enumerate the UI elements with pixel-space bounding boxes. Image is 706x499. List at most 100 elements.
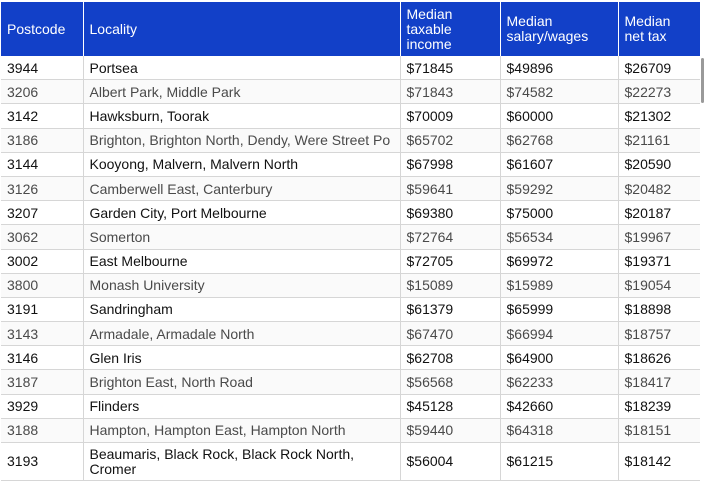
header-line: salary/wages [506, 28, 589, 44]
cell-median-net-tax: $18898 [618, 297, 700, 323]
cell-median-taxable-income: $45128 [400, 394, 501, 419]
column-header-median-taxable-income[interactable]: Median taxable income [400, 2, 501, 56]
cell-median-net-tax: $21161 [618, 128, 700, 153]
cell-postcode: 3206 [1, 79, 84, 105]
header-line: taxable [406, 20, 452, 37]
cell-locality: Portsea [83, 56, 401, 81]
cell-median-salary-wages: $69972 [500, 249, 619, 274]
cell-locality: Armadale, Armadale North [83, 321, 401, 347]
cell-median-taxable-income: $56004 [400, 442, 501, 481]
cell-postcode: 3944 [1, 56, 84, 81]
cell-median-salary-wages: $62768 [500, 128, 619, 153]
postcode-tax-table-container: Postcode Locality Median taxable income … [1, 2, 700, 481]
cell-postcode: 3062 [1, 224, 84, 250]
cell-median-salary-wages: $60000 [500, 103, 619, 129]
cell-median-net-tax: $18151 [618, 418, 700, 444]
cell-median-taxable-income: $71843 [400, 79, 501, 105]
cell-locality: Hampton, Hampton East, Hampton North [83, 418, 401, 444]
cell-median-net-tax: $18142 [618, 442, 700, 481]
table-header: Postcode Locality Median taxable income … [1, 2, 700, 56]
cell-median-net-tax: $20482 [618, 176, 700, 202]
cell-locality: East Melbourne [83, 249, 401, 274]
cell-postcode: 3144 [1, 152, 84, 177]
header-line: income [406, 35, 452, 52]
cell-postcode: 3187 [1, 369, 84, 395]
cell-postcode: 3142 [1, 103, 84, 129]
cell-median-net-tax: $19054 [618, 273, 700, 298]
cell-postcode: 3126 [1, 176, 84, 202]
header-line: net tax [624, 28, 667, 44]
cell-locality: Garden City, Port Melbourne [83, 200, 401, 226]
table-row[interactable]: 3206 Albert Park, Middle Park $71843 $74582… [1, 79, 700, 105]
cell-median-salary-wages: $49896 [500, 56, 619, 81]
cell-median-salary-wages: $74582 [500, 79, 619, 105]
cell-postcode: 3207 [1, 200, 84, 226]
cell-locality: Brighton East, North Road [83, 369, 401, 395]
cell-locality: Monash University [83, 273, 401, 298]
cell-median-net-tax: $20187 [618, 200, 700, 226]
table-body: 3944 Portsea $71845 $49896 $26709 3206 Albert … [1, 56, 700, 481]
column-header-median-salary-wages[interactable]: Median salary/wages [500, 2, 619, 56]
cell-postcode: 3186 [1, 128, 84, 153]
header-line: Median [506, 13, 553, 29]
cell-median-salary-wages: $59292 [500, 176, 619, 202]
cell-locality: Hawksburn, Toorak [83, 103, 401, 129]
table-row[interactable]: 3191 Sandringham $61379 $65999 $18898 [1, 297, 700, 323]
cell-locality: Flinders [83, 394, 401, 419]
cell-median-net-tax: $19371 [618, 249, 700, 274]
column-header-median-net-tax[interactable]: Median net tax [618, 2, 700, 56]
cell-median-salary-wages: $56534 [500, 224, 619, 250]
cell-median-taxable-income: $69380 [400, 200, 501, 226]
cell-locality: Brighton, Brighton North, Dendy, Were St… [83, 128, 401, 153]
table-row[interactable]: 3142 Hawksburn, Toorak $70009 $60000 $21302 [1, 103, 700, 129]
cell-median-net-tax: $18626 [618, 345, 700, 371]
cell-postcode: 3146 [1, 345, 84, 371]
cell-median-salary-wages: $64318 [500, 418, 619, 444]
table-row[interactable]: 3944 Portsea $71845 $49896 $26709 [1, 56, 700, 81]
table-row[interactable]: 3126 Camberwell East, Canterbury $59641 $59… [1, 176, 700, 202]
cell-median-salary-wages: $62233 [500, 369, 619, 395]
cell-locality: Albert Park, Middle Park [83, 79, 401, 105]
table-row[interactable]: 3800 Monash University $15089 $15989 $19054 [1, 273, 700, 298]
table-row[interactable]: 3146 Glen Iris $62708 $64900 $18626 [1, 345, 700, 371]
table-row[interactable]: 3929 Flinders $45128 $42660 $18239 [1, 394, 700, 419]
cell-postcode: 3191 [1, 297, 84, 323]
cell-postcode: 3002 [1, 249, 84, 274]
vertical-scrollbar[interactable] [701, 58, 704, 103]
cell-locality: Glen Iris [83, 345, 401, 371]
cell-postcode: 3929 [1, 394, 84, 419]
cell-median-taxable-income: $56568 [400, 369, 501, 395]
column-header-postcode[interactable]: Postcode [1, 2, 84, 56]
cell-locality: Somerton [83, 224, 401, 250]
cell-median-salary-wages: $61607 [500, 152, 619, 177]
table-row[interactable]: 3207 Garden City, Port Melbourne $69380 $75… [1, 200, 700, 226]
cell-median-salary-wages: $42660 [500, 394, 619, 419]
cell-median-net-tax: $18239 [618, 394, 700, 419]
table-row[interactable]: 3186 Brighton, Brighton North, Dendy, Wer… [1, 128, 700, 153]
cell-median-net-tax: $18417 [618, 369, 700, 395]
cell-median-net-tax: $20590 [618, 152, 700, 177]
cell-median-salary-wages: $61215 [500, 442, 619, 481]
cell-locality: Camberwell East, Canterbury [83, 176, 401, 202]
cell-median-net-tax: $21302 [618, 103, 700, 129]
cell-median-salary-wages: $65999 [500, 297, 619, 323]
table-row[interactable]: 3193 Beaumaris, Black Rock, Black Rock No… [1, 442, 700, 481]
cell-median-net-tax: $26709 [618, 56, 700, 81]
table-row[interactable]: 3143 Armadale, Armadale North $67470 $66994… [1, 321, 700, 347]
cell-median-taxable-income: $62708 [400, 345, 501, 371]
cell-postcode: 3143 [1, 321, 84, 347]
table-row[interactable]: 3002 East Melbourne $72705 $69972 $19371 [1, 249, 700, 274]
cell-locality: Beaumaris, Black Rock, Black Rock North,… [83, 442, 401, 481]
cell-locality: Kooyong, Malvern, Malvern North [83, 152, 401, 177]
cell-median-taxable-income: $71845 [400, 56, 501, 81]
header-row: Postcode Locality Median taxable income … [1, 2, 700, 56]
table-row[interactable]: 3187 Brighton East, North Road $56568 $6223… [1, 369, 700, 395]
column-header-locality[interactable]: Locality [83, 2, 401, 56]
table-row[interactable]: 3144 Kooyong, Malvern, Malvern North $6799… [1, 152, 700, 177]
header-line: Median [624, 13, 671, 29]
table-row[interactable]: 3062 Somerton $72764 $56534 $19967 [1, 224, 700, 250]
cell-median-taxable-income: $70009 [400, 103, 501, 129]
header-line: Median [406, 5, 453, 22]
cell-postcode: 3188 [1, 418, 84, 444]
table-row[interactable]: 3188 Hampton, Hampton East, Hampton North… [1, 418, 700, 444]
